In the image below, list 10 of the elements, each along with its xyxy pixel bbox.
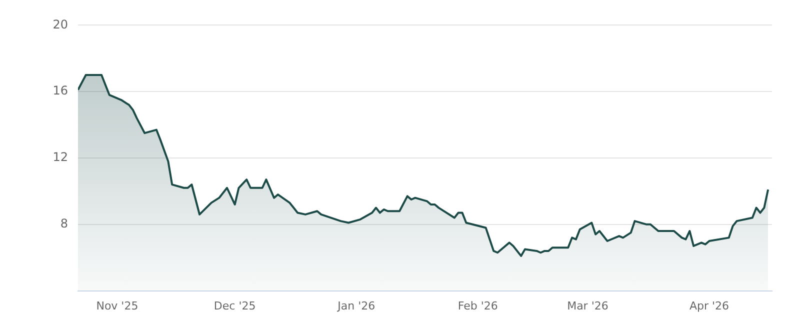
- x-tick-label: Dec '25: [214, 299, 256, 312]
- x-tick-label: Jan '26: [336, 299, 376, 312]
- y-tick-label: 12: [52, 150, 68, 164]
- x-tick-label: Feb '26: [458, 299, 498, 312]
- y-tick-label: 20: [52, 17, 68, 32]
- x-tick-label: Mar '26: [567, 299, 608, 312]
- x-tick-label: Apr '26: [689, 299, 730, 312]
- y-tick-label: 16: [52, 84, 68, 98]
- y-tick-label: 8: [60, 216, 68, 231]
- x-tick-label: Nov '25: [96, 299, 138, 312]
